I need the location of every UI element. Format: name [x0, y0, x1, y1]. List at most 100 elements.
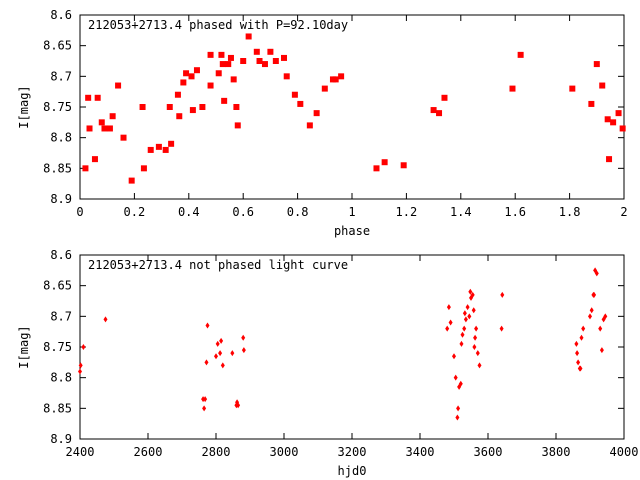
data-point	[619, 125, 626, 132]
x-tick-label: 3200	[338, 445, 367, 459]
data-point	[581, 325, 586, 332]
data-point	[98, 119, 105, 126]
x-tick-label: 0.6	[232, 205, 254, 219]
data-point	[221, 97, 228, 104]
data-point	[453, 374, 458, 381]
phased-light-curve-panel: 0 0.2 0.4 0.6 0.8 1 1.2 1.4 1.6 1.8 2 8.68.658.78.…	[17, 8, 628, 238]
x-tick-label: 1.6	[504, 205, 526, 219]
data-point	[166, 104, 173, 110]
x-tick-label: 1.2	[396, 205, 418, 219]
data-point	[86, 125, 93, 132]
data-point	[176, 113, 183, 120]
data-point	[272, 58, 279, 64]
y-tick-label: 8.7	[50, 69, 72, 83]
data-point	[381, 159, 388, 166]
data-point	[81, 344, 86, 350]
data-point	[473, 334, 478, 341]
data-point	[460, 331, 465, 338]
data-point	[463, 316, 468, 323]
data-point	[109, 113, 116, 120]
data-point	[230, 350, 235, 357]
data-point	[462, 325, 467, 332]
data-point	[598, 325, 603, 332]
x-tick-label: 0.8	[287, 205, 309, 219]
data-point	[204, 359, 209, 366]
x-tick-label: 3800	[542, 445, 571, 459]
data-point	[594, 270, 599, 277]
data-point	[291, 91, 298, 98]
data-point	[462, 310, 467, 317]
data-point	[468, 288, 473, 295]
data-point	[219, 337, 224, 344]
data-point	[467, 313, 472, 320]
data-point	[610, 119, 617, 126]
data-point	[183, 70, 190, 77]
data-point	[162, 146, 169, 153]
data-point	[207, 82, 214, 89]
data-point	[517, 51, 524, 58]
data-point	[218, 350, 223, 357]
data-point	[283, 73, 290, 80]
data-point	[576, 359, 581, 366]
data-point	[373, 165, 380, 172]
data-point	[474, 325, 479, 332]
data-point	[459, 340, 464, 347]
data-point	[233, 104, 240, 110]
data-point	[168, 140, 175, 147]
data-point	[215, 70, 222, 77]
data-point	[219, 61, 226, 68]
y-tick-label: 8.85	[43, 161, 72, 175]
data-point	[604, 116, 611, 123]
x-axis-label: phase	[334, 224, 370, 238]
data-point	[147, 146, 154, 153]
data-point	[91, 156, 98, 163]
data-point	[472, 344, 477, 350]
data-points	[82, 33, 626, 184]
data-point	[578, 365, 583, 372]
x-tick-label: 1	[348, 205, 355, 219]
data-point	[103, 316, 108, 323]
data-point	[446, 304, 451, 311]
y-axis-label: I[mag]	[17, 325, 31, 368]
x-tick-labels: 0 0.2 0.4 0.6 0.8 1 1.2 1.4 1.6 1.8 2	[76, 205, 627, 219]
x-tick-labels: 2400 2600 2800 3000 3200 3400 3600 3800 4000	[66, 445, 639, 459]
y-tick-label: 8.8	[50, 371, 72, 385]
data-point	[606, 156, 613, 163]
data-point	[588, 313, 592, 320]
data-point	[82, 165, 89, 172]
data-point	[332, 76, 339, 83]
x-tick-label: 3000	[270, 445, 299, 459]
data-point	[281, 54, 287, 61]
data-point	[115, 82, 122, 89]
data-point	[297, 100, 304, 107]
x-tick-label: 2800	[202, 445, 231, 459]
y-tick-label: 8.85	[43, 401, 72, 415]
chart-title: 212053+2713.4 phased with P=92.10day	[88, 18, 348, 32]
data-point	[267, 48, 274, 55]
data-point	[452, 353, 456, 360]
data-point	[470, 291, 475, 298]
data-point	[471, 307, 476, 314]
plot-frame	[79, 14, 625, 200]
data-point	[574, 340, 579, 347]
y-tick-label: 8.7	[50, 309, 72, 323]
data-point	[599, 82, 606, 89]
data-point	[140, 165, 147, 172]
data-point	[241, 334, 246, 341]
data-point	[475, 350, 480, 357]
data-point	[441, 94, 448, 101]
data-point	[120, 134, 127, 141]
data-point	[202, 405, 207, 412]
data-point	[400, 162, 407, 169]
data-point	[593, 61, 600, 68]
data-point	[234, 122, 241, 129]
data-point	[155, 143, 162, 150]
data-point	[236, 402, 241, 409]
y-tick-labels: 8.6 8.65 8.7 8.75 8.8 8.85 8.9	[43, 8, 72, 206]
data-point	[589, 307, 594, 314]
x-tick-label: 0.4	[178, 205, 200, 219]
y-tick-label: 8.6	[50, 248, 72, 262]
plot-frame	[79, 254, 625, 440]
x-tick-label: 0.2	[124, 205, 146, 219]
